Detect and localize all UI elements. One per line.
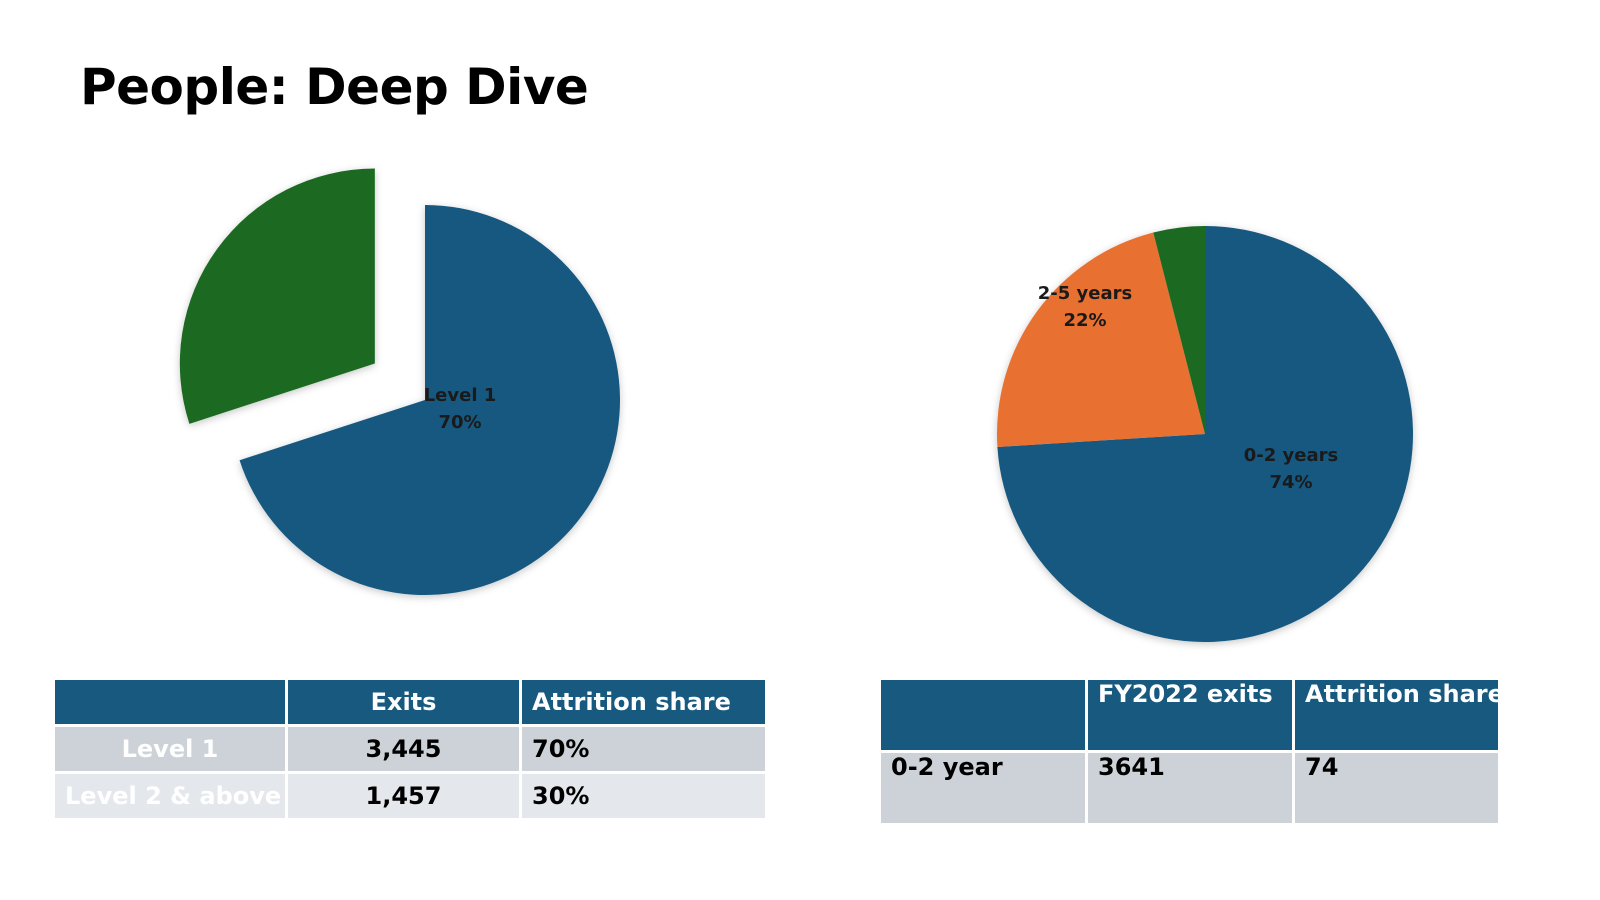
slice-value-label: 74% xyxy=(1269,472,1312,493)
fy2022-exits-header: FY2022 exits xyxy=(1085,677,1295,753)
slice-label: 2-5 years xyxy=(1038,283,1132,304)
row-label: Level 1 xyxy=(52,724,288,774)
exits-value: 3,445 xyxy=(285,724,522,774)
slice-label: Level 1 xyxy=(424,385,497,406)
pie-slice-0-2-years xyxy=(997,226,1413,642)
tenure-table-header: FY2022 exits Attrition share xyxy=(878,677,1501,753)
slice-value-label: 70% xyxy=(438,412,481,433)
row-label: 0-2 year xyxy=(878,750,1088,826)
attrition-share-value: 74 xyxy=(1292,750,1501,826)
attrition-share-header: Attrition share xyxy=(519,677,768,727)
table-row: Level 2 & above 1,457 30% xyxy=(52,771,768,821)
table-row: Level 1 3,445 70% xyxy=(52,724,768,774)
exits-header: Exits xyxy=(285,677,522,727)
attrition-share-value: 30% xyxy=(519,771,768,821)
pie-slice-5-years xyxy=(1153,226,1205,434)
pie-slice-2-5-years xyxy=(996,232,1205,448)
tenure-table: FY2022 exits Attrition share 0-2 year 36… xyxy=(878,677,1501,826)
page-title: People: Deep Dive xyxy=(80,58,589,116)
level-table-header-cell xyxy=(52,677,288,727)
pie-slice-level-1 xyxy=(239,205,620,595)
exits-value: 1,457 xyxy=(285,771,522,821)
tenure-table-header-cell xyxy=(878,677,1088,753)
level-table-header: Exits Attrition share xyxy=(52,677,768,727)
slice-value-label: 22% xyxy=(1063,310,1106,331)
level-table: Exits Attrition share Level 1 3,445 70% … xyxy=(52,677,768,821)
exits-value: 3641 xyxy=(1085,750,1295,826)
row-label: Level 2 & above xyxy=(52,771,288,821)
pie-slice-level-2-above xyxy=(179,168,375,424)
pie-chart-level: Level 1 70% xyxy=(179,168,620,595)
pie-chart-tenure: 0-2 years 74% 2-5 years 22% xyxy=(996,226,1413,642)
slice-label: 0-2 years xyxy=(1244,445,1338,466)
table-row: 0-2 year 3641 74 xyxy=(878,750,1501,826)
attrition-share-value: 70% xyxy=(519,724,768,774)
attrition-share-header: Attrition share xyxy=(1292,677,1501,753)
